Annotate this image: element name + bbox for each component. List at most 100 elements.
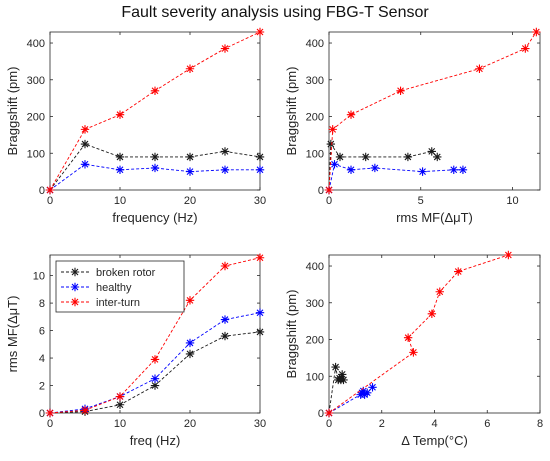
series-line-broken-rotor xyxy=(328,142,438,191)
axes-frame xyxy=(328,254,541,414)
data-point-broken-rotor xyxy=(361,152,370,162)
data-point-inter-turn xyxy=(150,355,160,364)
data-point-inter-turn xyxy=(185,64,195,73)
data-point-broken-rotor xyxy=(403,152,413,162)
data-point-healthy xyxy=(150,163,160,173)
x-tick-label: 6 xyxy=(484,418,490,430)
data-point-healthy xyxy=(370,163,380,173)
chart-legend: broken rotor healthy inter-turn xyxy=(55,260,185,313)
data-point-broken-rotor xyxy=(339,375,348,385)
data-point-inter-turn xyxy=(346,110,356,119)
data-point-healthy xyxy=(150,374,160,383)
chart-panel-3: 0 10 20 30 0 2 4 6 8 10 freq (Hz) rms MF(ΔμT) broken… xyxy=(5,253,266,448)
chart-panel-4: 0 2 4 6 8 0 100 200 300 400 Δ Temp(°C) Braggshift (… xyxy=(284,250,543,448)
data-point-inter-turn xyxy=(220,44,230,53)
y-tick-label: 0 xyxy=(39,185,45,197)
legend-marker xyxy=(70,282,80,292)
data-point-inter-turn xyxy=(150,86,160,95)
x-tick-label: 10 xyxy=(114,418,126,430)
y-tick-label: 8 xyxy=(39,298,45,310)
data-point-healthy xyxy=(255,165,265,174)
legend-label: inter-turn xyxy=(96,297,140,309)
data-point-broken-rotor xyxy=(433,152,442,162)
data-point-healthy xyxy=(255,308,265,317)
data-point-broken-rotor xyxy=(335,152,345,162)
series-line-inter-turn xyxy=(328,254,509,414)
data-point-healthy xyxy=(368,383,377,392)
data-point-inter-turn xyxy=(409,348,418,357)
data-point-inter-turn xyxy=(532,27,541,37)
data-point-broken-rotor xyxy=(220,147,230,156)
y-axis-label: Braggshift (pm) xyxy=(284,67,299,156)
data-point-broken-rotor xyxy=(115,400,125,409)
y-axis-label: Braggshift (pm) xyxy=(5,67,20,156)
y-axis-label: Braggshift (pm) xyxy=(284,290,299,379)
y-tick-label: 2 xyxy=(39,381,45,393)
x-tick-label: 0 xyxy=(47,195,53,207)
x-tick-label: 0 xyxy=(326,195,332,207)
data-point-inter-turn xyxy=(521,44,530,53)
data-point-inter-turn xyxy=(255,27,265,37)
data-point-healthy xyxy=(418,167,427,176)
data-point-broken-rotor xyxy=(150,381,160,390)
data-point-healthy xyxy=(80,160,90,169)
y-tick-label: 100 xyxy=(27,148,45,160)
x-tick-label: 0 xyxy=(326,418,332,430)
y-tick-label: 200 xyxy=(306,335,324,347)
data-point-inter-turn xyxy=(115,110,125,119)
x-tick-label: 2 xyxy=(379,418,385,430)
axes-frame xyxy=(328,31,541,191)
x-tick-label: 10 xyxy=(506,195,518,207)
data-point-inter-turn xyxy=(427,309,437,318)
data-point-inter-turn xyxy=(435,287,444,296)
legend-label: healthy xyxy=(96,282,132,294)
data-point-inter-turn xyxy=(475,64,484,73)
data-point-healthy xyxy=(363,388,372,397)
data-point-broken-rotor xyxy=(337,370,347,379)
data-point-broken-rotor xyxy=(326,139,336,149)
data-point-healthy xyxy=(185,338,195,348)
axes-frame xyxy=(49,31,261,191)
data-point-healthy xyxy=(458,165,468,174)
data-point-inter-turn xyxy=(324,185,334,195)
data-point-broken-rotor xyxy=(115,152,125,162)
y-tick-label: 400 xyxy=(306,38,324,50)
data-point-broken-rotor xyxy=(150,152,160,162)
data-point-healthy xyxy=(115,165,125,174)
data-point-broken-rotor xyxy=(331,362,340,372)
y-tick-label: 0 xyxy=(318,408,324,420)
data-point-inter-turn xyxy=(454,267,463,276)
data-point-healthy xyxy=(220,165,230,174)
data-point-broken-rotor xyxy=(185,152,195,162)
data-point-inter-turn xyxy=(504,250,513,260)
y-tick-label: 200 xyxy=(306,112,324,124)
data-point-healthy xyxy=(449,165,458,174)
x-tick-label: 20 xyxy=(184,195,196,207)
x-tick-label: 30 xyxy=(254,195,266,207)
x-axis-label: freq (Hz) xyxy=(130,433,181,448)
y-tick-label: 300 xyxy=(306,298,324,310)
y-tick-label: 400 xyxy=(27,38,45,50)
data-point-inter-turn xyxy=(396,86,405,95)
x-tick-label: 4 xyxy=(431,418,437,430)
data-point-inter-turn xyxy=(403,333,413,342)
data-point-broken-rotor xyxy=(80,139,90,149)
data-point-broken-rotor xyxy=(220,331,230,341)
data-point-broken-rotor xyxy=(427,147,436,156)
y-tick-label: 0 xyxy=(318,185,324,197)
data-point-inter-turn xyxy=(220,261,230,271)
data-point-inter-turn xyxy=(80,406,90,415)
y-tick-label: 100 xyxy=(306,148,324,160)
x-axis-label: rms MF(ΔμT) xyxy=(396,210,473,225)
data-point-inter-turn xyxy=(45,408,55,418)
legend-marker xyxy=(70,267,80,277)
y-tick-label: 200 xyxy=(27,112,45,124)
data-point-broken-rotor xyxy=(255,152,265,162)
y-axis-label: rms MF(ΔμT) xyxy=(5,296,20,373)
x-tick-label: 10 xyxy=(114,195,126,207)
y-tick-label: 10 xyxy=(33,271,45,283)
data-point-healthy xyxy=(359,386,368,396)
